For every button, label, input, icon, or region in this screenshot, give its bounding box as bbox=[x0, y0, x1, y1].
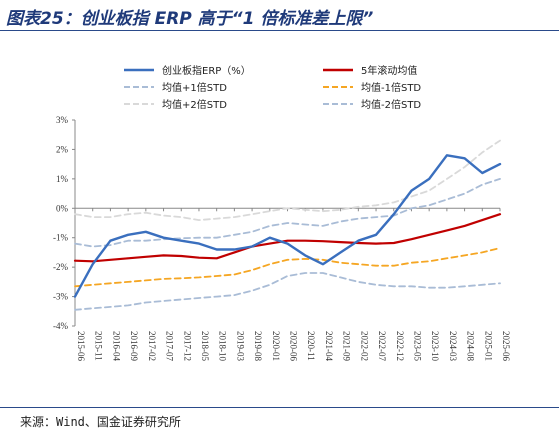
series-line-5 bbox=[74, 272, 501, 311]
x-tick-label: 2024-08 bbox=[466, 331, 476, 361]
y-tick-label: -2% bbox=[53, 262, 68, 272]
source-note: 来源：Wind、国金证券研究所 bbox=[20, 415, 181, 429]
x-tick-label: 2020-06 bbox=[289, 331, 299, 361]
y-tick-label: 2% bbox=[56, 144, 69, 154]
chart-title: 图表25：创业板指 ERP 高于“1 倍标准差上限” bbox=[6, 9, 374, 29]
y-tick-label: -4% bbox=[53, 321, 68, 331]
legend-label-4: 均值+2倍STD bbox=[162, 98, 227, 111]
x-tick-label: 2025-01 bbox=[483, 331, 493, 361]
series-line-0 bbox=[73, 154, 502, 298]
y-tick-label: 3% bbox=[56, 115, 69, 125]
x-tick-label: 2015-11 bbox=[94, 331, 104, 361]
series-line-3 bbox=[74, 247, 501, 288]
x-tick-label: 2021-09 bbox=[342, 331, 352, 361]
x-tick-label: 2020-01 bbox=[271, 331, 281, 361]
y-tick-label: -3% bbox=[53, 292, 68, 302]
legend-label-3: 均值-1倍STD bbox=[361, 81, 421, 94]
x-tick-label: 2017-02 bbox=[147, 331, 157, 361]
x-tick-label: 2022-02 bbox=[359, 331, 369, 361]
source-divider bbox=[0, 407, 559, 408]
x-tick-label: 2023-10 bbox=[430, 331, 440, 361]
y-tick-label: -1% bbox=[53, 233, 68, 243]
x-tick-label: 2024-03 bbox=[448, 331, 458, 361]
series-line-1 bbox=[73, 213, 502, 263]
legend-label-1: 5年滚动均值 bbox=[361, 64, 417, 77]
x-tick-label: 2016-09 bbox=[129, 331, 139, 361]
x-tick-label: 2019-03 bbox=[235, 331, 245, 361]
x-tick-label: 2017-12 bbox=[182, 331, 192, 361]
x-tick-label: 2018-05 bbox=[200, 331, 210, 361]
x-tick-label: 2022-12 bbox=[395, 331, 405, 361]
y-tick-label: 1% bbox=[56, 174, 69, 184]
title-divider bbox=[0, 30, 559, 31]
legend-label-0: 创业板指ERP（%） bbox=[162, 64, 251, 77]
y-tick-label: 0% bbox=[56, 203, 69, 213]
x-tick-label: 2023-05 bbox=[412, 331, 422, 361]
x-tick-label: 2020-11 bbox=[306, 331, 316, 361]
x-tick-label: 2018-10 bbox=[218, 331, 228, 361]
x-tick-label: 2017-07 bbox=[165, 331, 175, 361]
legend-label-5: 均值-2倍STD bbox=[361, 98, 421, 111]
x-tick-label: 2015-06 bbox=[76, 331, 86, 361]
legend-label-2: 均值+1倍STD bbox=[162, 81, 227, 94]
chart-series bbox=[73, 139, 502, 311]
x-tick-label: 2019-08 bbox=[253, 331, 263, 361]
x-tick-label: 2025-06 bbox=[501, 331, 511, 361]
chart-axes: 3% 2% 1% 0% -1% -2% -3% -4% 2015-06 2015-11 2016-0… bbox=[53, 115, 511, 361]
x-tick-label: 2022-07 bbox=[377, 331, 387, 361]
x-tick-label: 2016-04 bbox=[111, 331, 121, 361]
x-tick-label: 2021-04 bbox=[324, 331, 334, 361]
